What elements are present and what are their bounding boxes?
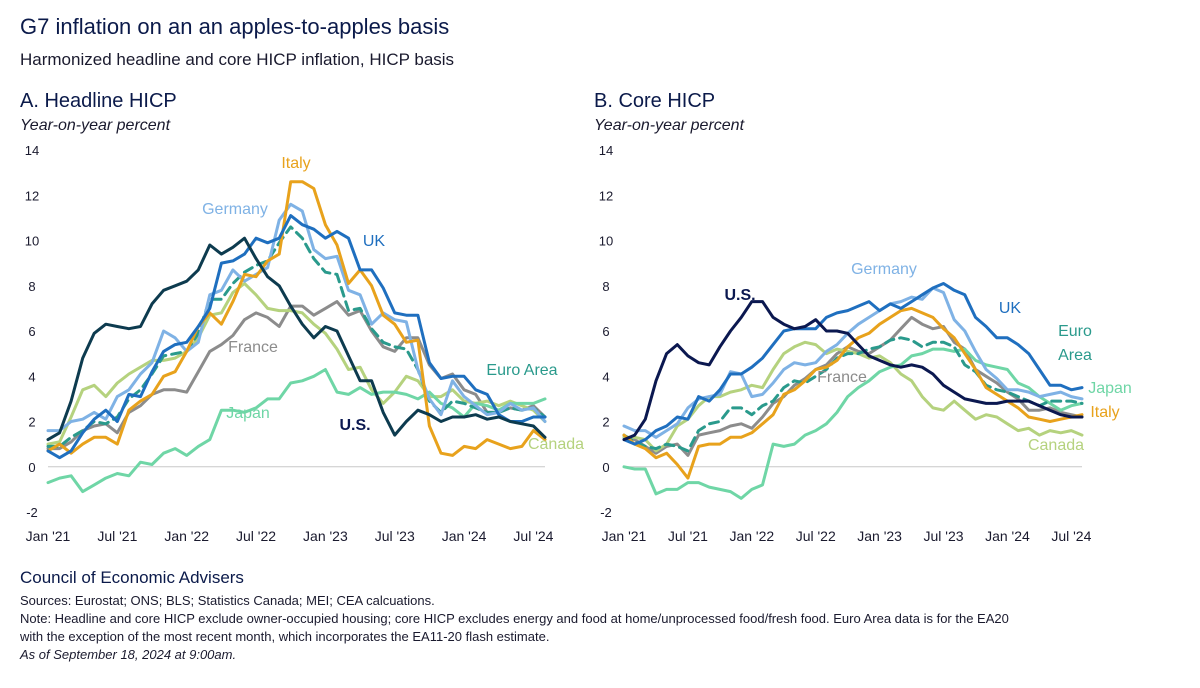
a-series-us [46,236,547,442]
a-ytick-label: 8 [28,279,35,294]
a-series-germany [46,202,547,433]
a-series-canada [46,282,547,446]
a-label-italy: Italy [281,155,310,172]
chart-subtitle: Harmonized headline and core HICP inflat… [20,50,455,69]
b-series-japan [622,347,1084,500]
charts-canvas: 14 12 10 8 6 4 2 0 -2 Jan '21 Jul '21 Jan '22 Jul '2… [25,143,1132,544]
b-label-uk: UK [999,300,1022,317]
a-xtick-label: Jul '21 [97,528,137,544]
panel-a-title: A. Headline HICP [20,90,177,112]
b-ytick-label: 14 [599,143,613,158]
b-label-canada: Canada [1028,437,1084,454]
panel-b-title: B. Core HICP [594,90,716,112]
b-label-italy: Italy [1090,404,1119,421]
footer: Council of Economic Advisers Sources: Eu… [20,568,1180,664]
a-label-germany: Germany [202,201,268,218]
footer-as-of: As of September 18, 2024 at 9:00am. [20,647,237,662]
b-series-uk [622,282,1084,446]
a-ytick-label: 2 [28,415,35,430]
a-xtick-label: Jul '22 [236,528,276,544]
b-series-euroarea [622,336,1084,453]
footer-sources: Sources: Eurostat; ONS; BLS; Statistics … [20,593,435,608]
b-xtick-label: Jul '24 [1051,528,1091,544]
b-ytick-label: -2 [600,505,612,520]
b-ytick-label: 8 [602,279,609,294]
b-xtick-label: Jul '23 [924,528,964,544]
a-ytick-label: 0 [28,460,35,475]
a-series-japan [46,368,547,494]
a-series-uk [46,214,547,460]
b-ytick-label: 0 [602,460,609,475]
a-label-france: France [228,339,278,356]
b-ytick-label: 6 [602,324,609,339]
a-label-euroarea: Euro Area [486,362,557,379]
b-series-canada [622,340,1084,453]
b-xtick-label: Jan '22 [729,528,774,544]
a-ytick-label: 6 [28,324,35,339]
b-series-us_core [622,300,1084,442]
panel-a-ylabel: Year-on-year percent [20,117,171,134]
footer-note-line-2: with the exception of the most recent mo… [20,629,550,644]
a-label-canada: Canada [528,436,584,453]
b-label-euroarea: Area [1058,347,1092,364]
b-label-germany: Germany [851,261,917,278]
a-xtick-label: Jan '23 [303,528,348,544]
a-label-us: U.S. [339,417,370,434]
a-xtick-label: Jul '24 [513,528,553,544]
a-ytick-label: 10 [25,234,39,249]
a-series-france [46,300,547,451]
panel-b-ylabel: Year-on-year percent [594,117,745,134]
b-xtick-label: Jul '22 [796,528,836,544]
footer-org: Council of Economic Advisers [20,568,244,587]
a-xtick-label: Jan '24 [442,528,487,544]
a-series-italy [46,180,547,457]
a-xtick-label: Jul '23 [375,528,415,544]
b-xtick-label: Jul '21 [668,528,708,544]
a-ytick-label: 12 [25,188,39,203]
b-xtick-label: Jan '21 [602,528,647,544]
a-ytick-label: -2 [26,505,38,520]
b-xtick-label: Jan '23 [857,528,902,544]
b-ytick-label: 10 [599,234,613,249]
a-ytick-label: 14 [25,143,39,158]
chart-title: G7 inflation on an an apples-to-apples b… [20,14,450,39]
a-label-uk: UK [363,233,386,250]
b-label-euroarea: Euro [1058,323,1092,340]
b-ytick-label: 2 [602,415,609,430]
a-xtick-label: Jan '22 [164,528,209,544]
a-series-euroarea [46,225,547,448]
b-label-us_core: U.S. [724,287,755,304]
b-xtick-label: Jan '24 [985,528,1030,544]
a-ytick-label: 4 [28,369,35,384]
b-ytick-label: 4 [602,369,609,384]
b-label-japan: Japan [1088,380,1132,397]
b-label-france: France [817,369,867,386]
b-ytick-label: 12 [599,188,613,203]
footer-note-line-1: Note: Headline and core HICP exclude own… [20,611,1009,626]
a-xtick-label: Jan '21 [26,528,71,544]
a-label-japan: Japan [226,405,270,422]
